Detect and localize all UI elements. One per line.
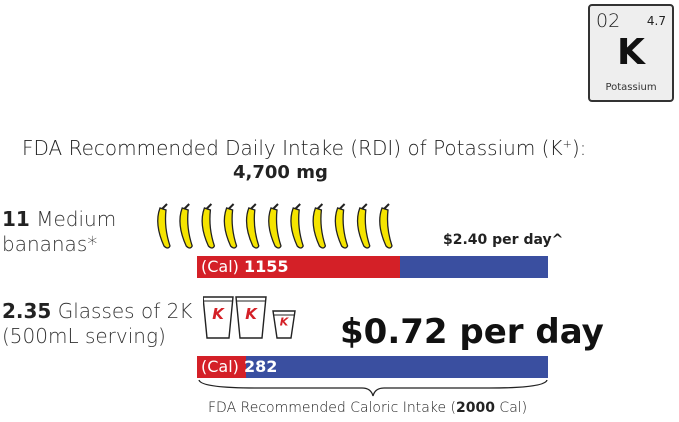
- banana-icon: [334, 203, 349, 249]
- element-name: Potassium: [605, 82, 657, 93]
- banana-icon: [157, 203, 171, 249]
- calorie-value: 282: [244, 357, 278, 376]
- banana-price: $2.40 per day^: [443, 232, 564, 248]
- title-superscript: +: [562, 137, 572, 151]
- cal-label: (Cal): [201, 257, 239, 276]
- calorie-value: 1155: [244, 257, 289, 276]
- footer-prefix: FDA Recommended Caloric Intake (: [208, 400, 456, 416]
- brace-icon: [198, 379, 548, 397]
- footer-amount: 2000: [456, 400, 495, 416]
- banana-icons: [150, 202, 400, 252]
- svg-text:K: K: [212, 305, 225, 323]
- glasses-calorie-text: (Cal) 282: [201, 356, 277, 378]
- caloric-intake-footer: FDA Recommended Caloric Intake (2000 Cal…: [208, 400, 527, 416]
- banana-icon: [201, 203, 216, 249]
- banana-icon: [245, 203, 260, 249]
- glass-icon: K: [235, 296, 267, 339]
- glasses-calorie-bar: (Cal) 282: [197, 356, 548, 378]
- glasses-count: 2.35: [2, 299, 52, 323]
- bananas-label-line2: bananas*: [2, 232, 98, 256]
- title-text: FDA Recommended Daily Intake (RDI) of Po…: [22, 136, 563, 160]
- footer-suffix: Cal): [494, 400, 528, 416]
- banana-icon: [179, 203, 193, 249]
- banana-calorie-bar: (Cal) 1155: [197, 256, 548, 278]
- glasses-label: 2.35 Glasses of 2K (500mL serving): [2, 299, 192, 349]
- page-title: FDA Recommended Daily Intake (RDI) of Po…: [0, 136, 679, 160]
- banana-icon: [312, 203, 327, 249]
- rdi-amount: 4,700 mg: [233, 162, 328, 183]
- glass-icon: K: [272, 310, 296, 339]
- glasses-label-line2: (500mL serving): [2, 324, 166, 348]
- atomic-number: 02: [596, 10, 621, 32]
- periodic-element-tile: 02 4.7 K Potassium: [588, 4, 674, 102]
- title-suffix: ):: [571, 136, 587, 160]
- banana-icon: [379, 203, 393, 249]
- banana-count: 11: [2, 207, 30, 231]
- banana-icon: [290, 203, 304, 249]
- svg-text:K: K: [280, 315, 290, 328]
- cal-label: (Cal): [201, 357, 239, 376]
- banana-icon: [223, 203, 238, 249]
- banana-icon: [268, 203, 282, 249]
- atomic-mass: 4.7: [646, 14, 666, 28]
- glass-icon: K: [202, 296, 234, 339]
- glasses-label-line1: Glasses of 2K: [57, 299, 193, 323]
- banana-calorie-text: (Cal) 1155: [201, 256, 289, 278]
- bananas-label-line1: Medium: [36, 207, 117, 231]
- element-symbol: K: [617, 32, 645, 73]
- svg-text:K: K: [245, 305, 258, 323]
- banana-calorie-fill: [197, 256, 400, 278]
- glasses-calorie-fill: [197, 356, 247, 378]
- banana-icon: [356, 203, 371, 249]
- glasses-price: $0.72 per day: [340, 312, 604, 352]
- bananas-label: 11 Medium bananas*: [2, 207, 116, 257]
